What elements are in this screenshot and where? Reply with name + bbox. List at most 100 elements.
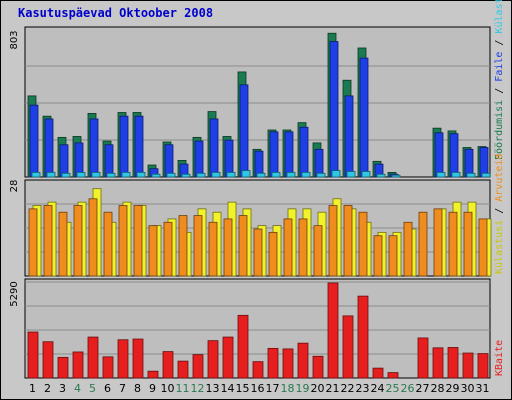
bar-sites xyxy=(193,215,203,277)
bar-kbytes xyxy=(297,342,309,379)
bar-sites xyxy=(148,225,158,277)
ymax-label-requests: 803 xyxy=(9,30,20,49)
bar-hits xyxy=(346,171,356,178)
x-tick-label: 16 xyxy=(251,382,265,395)
bar-hits xyxy=(166,172,176,178)
x-tick-label: 26 xyxy=(401,382,415,395)
bar-kbytes xyxy=(342,315,354,379)
bar-files xyxy=(449,133,459,178)
bar-kbytes xyxy=(117,339,129,379)
bar-sites xyxy=(343,205,353,277)
bar-sites xyxy=(478,218,488,277)
bar-files xyxy=(194,140,204,178)
bar-files xyxy=(464,148,474,178)
bar-hits xyxy=(271,171,281,178)
bar-sites xyxy=(358,211,368,277)
bar-sites xyxy=(388,235,398,277)
bar-hits xyxy=(151,173,161,178)
bar-kbytes xyxy=(372,367,384,379)
bar-hits xyxy=(181,173,191,178)
bar-hits xyxy=(61,172,71,178)
bar-sites xyxy=(448,211,458,277)
bar-kbytes xyxy=(252,361,264,379)
bar-kbytes xyxy=(192,354,204,379)
bar-sites xyxy=(283,218,293,277)
bar-kbytes xyxy=(207,340,219,379)
bar-sites xyxy=(418,211,428,277)
legend-kbytes: KBaite xyxy=(494,340,505,376)
bar-sites xyxy=(118,205,128,277)
x-tick-label: 7 xyxy=(119,382,126,395)
legend-pages: Pöördumisi xyxy=(494,100,505,160)
bar-hits xyxy=(121,171,131,178)
bar-kbytes xyxy=(42,341,54,379)
bar-sites xyxy=(268,231,278,277)
x-tick-label: 2 xyxy=(44,382,51,395)
bar-files xyxy=(104,144,114,178)
bar-kbytes xyxy=(102,356,114,379)
bar-hits xyxy=(316,172,326,178)
bar-files xyxy=(134,115,144,178)
ymax-label-kbytes: 5290 xyxy=(9,281,20,306)
bar-files xyxy=(74,142,84,178)
bar-sites xyxy=(298,218,308,277)
x-tick-label: 14 xyxy=(221,382,235,395)
bar-kbytes xyxy=(27,331,39,379)
bar-sites xyxy=(163,221,173,277)
x-tick-label: 18 xyxy=(281,382,295,395)
bar-hits xyxy=(241,170,251,178)
x-tick-label: 9 xyxy=(149,382,156,395)
panel-kbytes xyxy=(24,278,491,379)
x-tick-label: 8 xyxy=(134,382,141,395)
bar-files xyxy=(44,118,54,178)
bar-hits xyxy=(331,170,341,178)
bar-files xyxy=(344,95,354,178)
bar-sites xyxy=(463,211,473,277)
bar-kbytes xyxy=(57,356,69,379)
bar-kbytes xyxy=(312,355,324,379)
x-tick-label: 19 xyxy=(296,382,310,395)
bar-sites xyxy=(223,218,233,277)
bar-files xyxy=(434,132,444,178)
x-tick-label: 5 xyxy=(89,382,96,395)
bar-kbytes xyxy=(432,347,444,379)
bar-files xyxy=(119,115,129,178)
bar-sites xyxy=(43,205,53,277)
x-tick-label: 23 xyxy=(356,382,370,395)
bar-sites xyxy=(133,205,143,277)
bar-kbytes xyxy=(357,295,369,379)
bar-sites xyxy=(178,215,188,277)
bar-hits xyxy=(301,171,311,178)
x-tick-label: 13 xyxy=(206,382,220,395)
bar-kbytes xyxy=(132,338,144,379)
x-tick-label: 24 xyxy=(371,382,385,395)
bar-sites xyxy=(238,215,248,277)
bar-hits xyxy=(256,172,266,178)
bar-hits xyxy=(211,171,221,178)
bar-kbytes xyxy=(417,337,429,379)
legend-visitors: Külastusi xyxy=(494,220,505,274)
x-tick-label: 28 xyxy=(431,382,445,395)
bar-sites xyxy=(328,205,338,277)
bar-hits xyxy=(91,171,101,178)
bar-files xyxy=(59,144,69,178)
x-axis-day-labels: 1 2 3 4 5 6 7 8 9 10 11 12 13 14 15 16 17 18 19 20 21 22 23 24 2… xyxy=(29,382,490,395)
x-tick-label: 27 xyxy=(416,382,430,395)
bar-kbytes xyxy=(447,347,459,379)
bar-sites xyxy=(433,208,443,277)
x-tick-label: 15 xyxy=(236,382,250,395)
x-tick-label: 22 xyxy=(341,382,355,395)
bar-sites xyxy=(58,211,68,277)
bar-hits xyxy=(46,171,56,178)
x-tick-label: 11 xyxy=(176,382,190,395)
bar-hits xyxy=(466,172,476,178)
bar-kbytes xyxy=(72,351,84,379)
bar-kbytes xyxy=(462,352,474,379)
bar-kbytes xyxy=(282,348,294,379)
bar-hits xyxy=(226,171,236,178)
bar-kbytes xyxy=(177,360,189,379)
bar-kbytes xyxy=(147,370,159,379)
bar-hits xyxy=(196,172,206,178)
